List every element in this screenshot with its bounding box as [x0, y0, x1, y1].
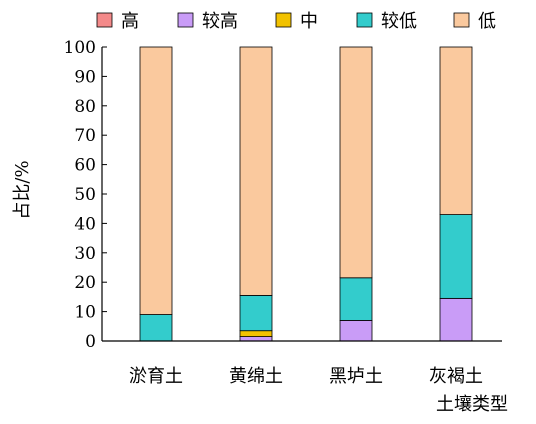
legend-swatch [275, 12, 292, 28]
legend-label: 较高 [202, 11, 238, 32]
y-tick-label: 50 [74, 185, 96, 205]
y-tick-label: 30 [74, 244, 96, 264]
y-tick-label: 70 [74, 126, 96, 146]
y-tick-label: 20 [74, 273, 96, 293]
y-tick-label: 90 [74, 67, 96, 87]
bar-segment [339, 46, 373, 279]
bar-segment [139, 46, 173, 315]
legend-swatch [453, 12, 470, 28]
legend-label: 低 [478, 11, 496, 32]
bar-segment [239, 336, 273, 342]
y-tick-label: 80 [74, 97, 96, 117]
y-tick-label: 100 [64, 38, 96, 58]
legend-label: 中 [300, 11, 318, 32]
y-tick-label: 40 [74, 214, 96, 234]
y-tick-label: 0 [85, 332, 96, 352]
legend-swatch [356, 12, 373, 28]
legend-swatch [96, 12, 113, 28]
x-category-label: 黑垆土 [329, 366, 383, 387]
legend-swatch [177, 12, 194, 28]
bar-segment [439, 214, 473, 299]
bar-segment [139, 314, 173, 342]
y-tick-label: 10 [74, 303, 96, 323]
x-category-label: 淤育土 [129, 366, 183, 387]
x-category-label: 黄绵土 [229, 366, 283, 387]
x-categories: 淤育土 黄绵土 黑垆土 灰褐土 [129, 366, 483, 387]
legend-label: 高 [121, 11, 139, 32]
bar-segment [239, 46, 273, 296]
x-category-label: 灰褐土 [429, 366, 483, 387]
legend-label: 较低 [381, 11, 417, 32]
y-ticks: 0 10 20 30 40 50 60 70 80 90 100 [64, 38, 107, 352]
x-axis-label: 土壤类型 [436, 394, 508, 415]
y-tick-label: 60 [74, 156, 96, 176]
bars [139, 46, 473, 342]
bar-segment [239, 295, 273, 332]
legend: 高 较高 中 较低 低 [96, 11, 496, 32]
bar-segment [339, 320, 373, 342]
bar-segment [439, 297, 473, 342]
bar-segment [339, 277, 373, 321]
bar-segment [239, 330, 273, 337]
y-axis-label: 占比/% [12, 160, 33, 219]
bar-segment [439, 46, 473, 215]
